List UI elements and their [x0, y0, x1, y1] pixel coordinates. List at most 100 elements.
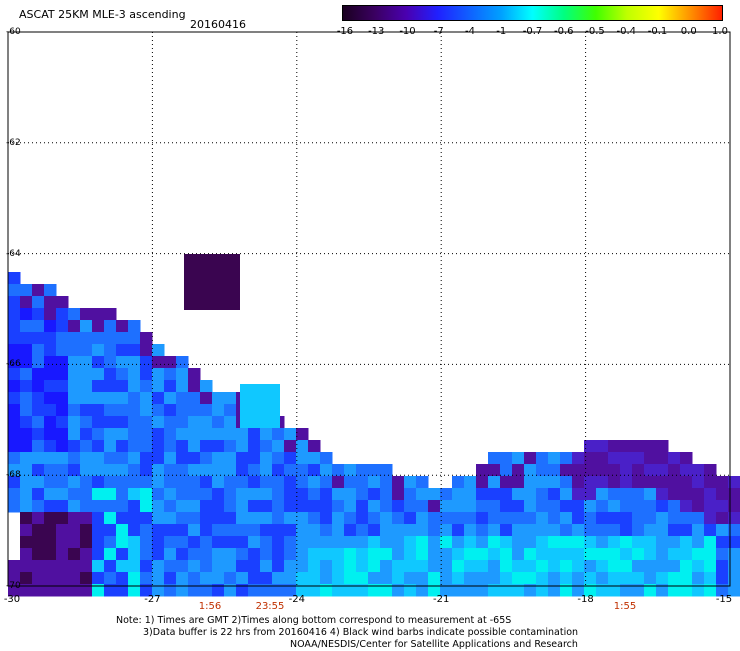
- swath-patch: [240, 384, 280, 428]
- swath-cell: [224, 428, 237, 441]
- swath-cell: [524, 572, 537, 585]
- swath-cell: [476, 584, 489, 597]
- swath-cell: [548, 488, 561, 501]
- swath-cell: [176, 368, 189, 381]
- swath-cell: [212, 512, 225, 525]
- swath-cell: [380, 584, 393, 597]
- swath-cell: [44, 440, 57, 453]
- swath-cell: [116, 344, 129, 357]
- swath-cell: [92, 440, 105, 453]
- swath-cell: [332, 488, 345, 501]
- latitude-label: -70: [6, 581, 21, 591]
- latitude-label: -68: [6, 470, 21, 481]
- swath-cell: [140, 380, 153, 393]
- swath-cell: [20, 440, 33, 453]
- swath-cell: [32, 488, 45, 501]
- swath-cell: [164, 428, 177, 441]
- swath-cell: [668, 548, 681, 561]
- swath-cell: [548, 584, 561, 597]
- swath-cell: [368, 512, 381, 525]
- swath-cell: [152, 488, 165, 501]
- swath-cell: [488, 524, 501, 537]
- swath-cell: [368, 500, 381, 513]
- swath-cell: [656, 584, 669, 597]
- swath-cell: [632, 440, 645, 453]
- swath-cell: [140, 404, 153, 417]
- swath-cell: [404, 524, 417, 537]
- swath-cell: [104, 512, 117, 525]
- swath-cell: [92, 500, 105, 513]
- swath-cell: [524, 476, 537, 489]
- swath-cell: [8, 416, 21, 429]
- swath-cell: [116, 572, 129, 585]
- swath-cell: [488, 476, 501, 489]
- swath-cell: [452, 500, 465, 513]
- swath-cell: [440, 536, 453, 549]
- swath-cell: [644, 488, 657, 501]
- swath-cell: [104, 548, 117, 561]
- swath-cell: [200, 572, 213, 585]
- swath-cell: [680, 464, 693, 477]
- swath-cell: [716, 584, 729, 597]
- swath-cell: [68, 344, 81, 357]
- swath-cell: [200, 380, 213, 393]
- swath-cell: [116, 428, 129, 441]
- swath-cell: [572, 488, 585, 501]
- swath-cell: [236, 476, 249, 489]
- swath-cell: [44, 320, 57, 333]
- swath-cell: [248, 440, 261, 453]
- swath-cell: [728, 572, 740, 585]
- swath-cell: [332, 560, 345, 573]
- swath-cell: [320, 548, 333, 561]
- swath-cell: [476, 488, 489, 501]
- swath-cell: [68, 356, 81, 369]
- swath-cell: [20, 524, 33, 537]
- swath-cell: [476, 536, 489, 549]
- swath-cell: [524, 500, 537, 513]
- data-swath: [8, 254, 740, 597]
- swath-cell: [428, 536, 441, 549]
- swath-cell: [272, 500, 285, 513]
- swath-cell: [344, 488, 357, 501]
- swath-cell: [200, 416, 213, 429]
- swath-cell: [380, 572, 393, 585]
- map-plot[interactable]: [7, 31, 740, 597]
- swath-cell: [500, 452, 513, 465]
- swath-cell: [404, 548, 417, 561]
- swath-cell: [692, 500, 705, 513]
- swath-cell: [296, 440, 309, 453]
- swath-cell: [20, 428, 33, 441]
- swath-cell: [284, 572, 297, 585]
- swath-cell: [608, 452, 621, 465]
- swath-cell: [308, 500, 321, 513]
- swath-cell: [320, 560, 333, 573]
- swath-cell: [188, 584, 201, 597]
- swath-cell: [128, 488, 141, 501]
- swath-cell: [728, 524, 740, 537]
- swath-cell: [596, 452, 609, 465]
- swath-cell: [572, 536, 585, 549]
- swath-cell: [272, 464, 285, 477]
- swath-cell: [212, 476, 225, 489]
- swath-cell: [656, 524, 669, 537]
- swath-cell: [80, 548, 93, 561]
- swath-cell: [248, 536, 261, 549]
- swath-cell: [248, 572, 261, 585]
- swath-cell: [308, 572, 321, 585]
- swath-cell: [56, 440, 69, 453]
- swath-cell: [548, 500, 561, 513]
- swath-cell: [176, 476, 189, 489]
- longitude-label: -21: [433, 594, 450, 605]
- swath-cell: [440, 488, 453, 501]
- swath-cell: [188, 380, 201, 393]
- swath-cell: [56, 392, 69, 405]
- swath-cell: [500, 464, 513, 477]
- swath-cell: [224, 572, 237, 585]
- swath-cell: [20, 296, 33, 309]
- swath-cell: [128, 320, 141, 333]
- swath-cell: [152, 440, 165, 453]
- swath-cell: [164, 404, 177, 417]
- swath-cell: [116, 452, 129, 465]
- swath-cell: [68, 428, 81, 441]
- swath-cell: [140, 584, 153, 597]
